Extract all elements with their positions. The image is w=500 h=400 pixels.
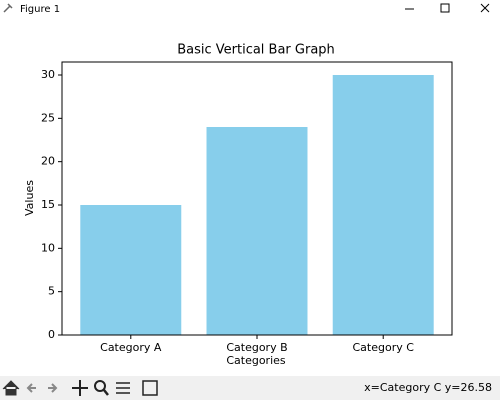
maximize-button[interactable] <box>440 3 450 13</box>
chart: Basic Vertical Bar Graph Categories Valu… <box>23 43 453 367</box>
save-button[interactable] <box>142 380 158 396</box>
y-tick-label: 5 <box>48 285 55 298</box>
pan-button[interactable] <box>72 380 88 396</box>
bar <box>80 205 182 335</box>
y-tick-label: 25 <box>41 111 55 124</box>
y-tick-label: 30 <box>41 68 55 81</box>
configure-button[interactable] <box>116 382 130 394</box>
app-icon <box>3 3 13 13</box>
status-text: x=Category C y=26.58 <box>364 381 492 394</box>
y-tick-label: 20 <box>41 155 55 168</box>
y-axis-label: Values <box>23 180 36 216</box>
x-axis-label: Categories <box>226 354 286 367</box>
bar <box>206 127 308 335</box>
back-button[interactable] <box>26 383 36 393</box>
title-bar <box>0 0 500 18</box>
chart-title: Basic Vertical Bar Graph <box>177 43 335 58</box>
y-tick-label: 10 <box>41 241 55 254</box>
close-button[interactable] <box>480 3 490 13</box>
forward-button[interactable] <box>48 383 58 393</box>
window-title: Figure 1 <box>20 4 60 15</box>
y-tick-label: 0 <box>48 328 55 341</box>
home-button[interactable] <box>2 380 20 396</box>
bar <box>332 75 434 335</box>
y-tick-label: 15 <box>41 198 55 211</box>
zoom-button[interactable] <box>94 380 109 396</box>
x-tick-label: Category B <box>226 341 287 354</box>
plot-frame <box>61 61 453 336</box>
x-tick-label: Category C <box>352 341 414 354</box>
x-tick-label: Category A <box>100 341 162 354</box>
